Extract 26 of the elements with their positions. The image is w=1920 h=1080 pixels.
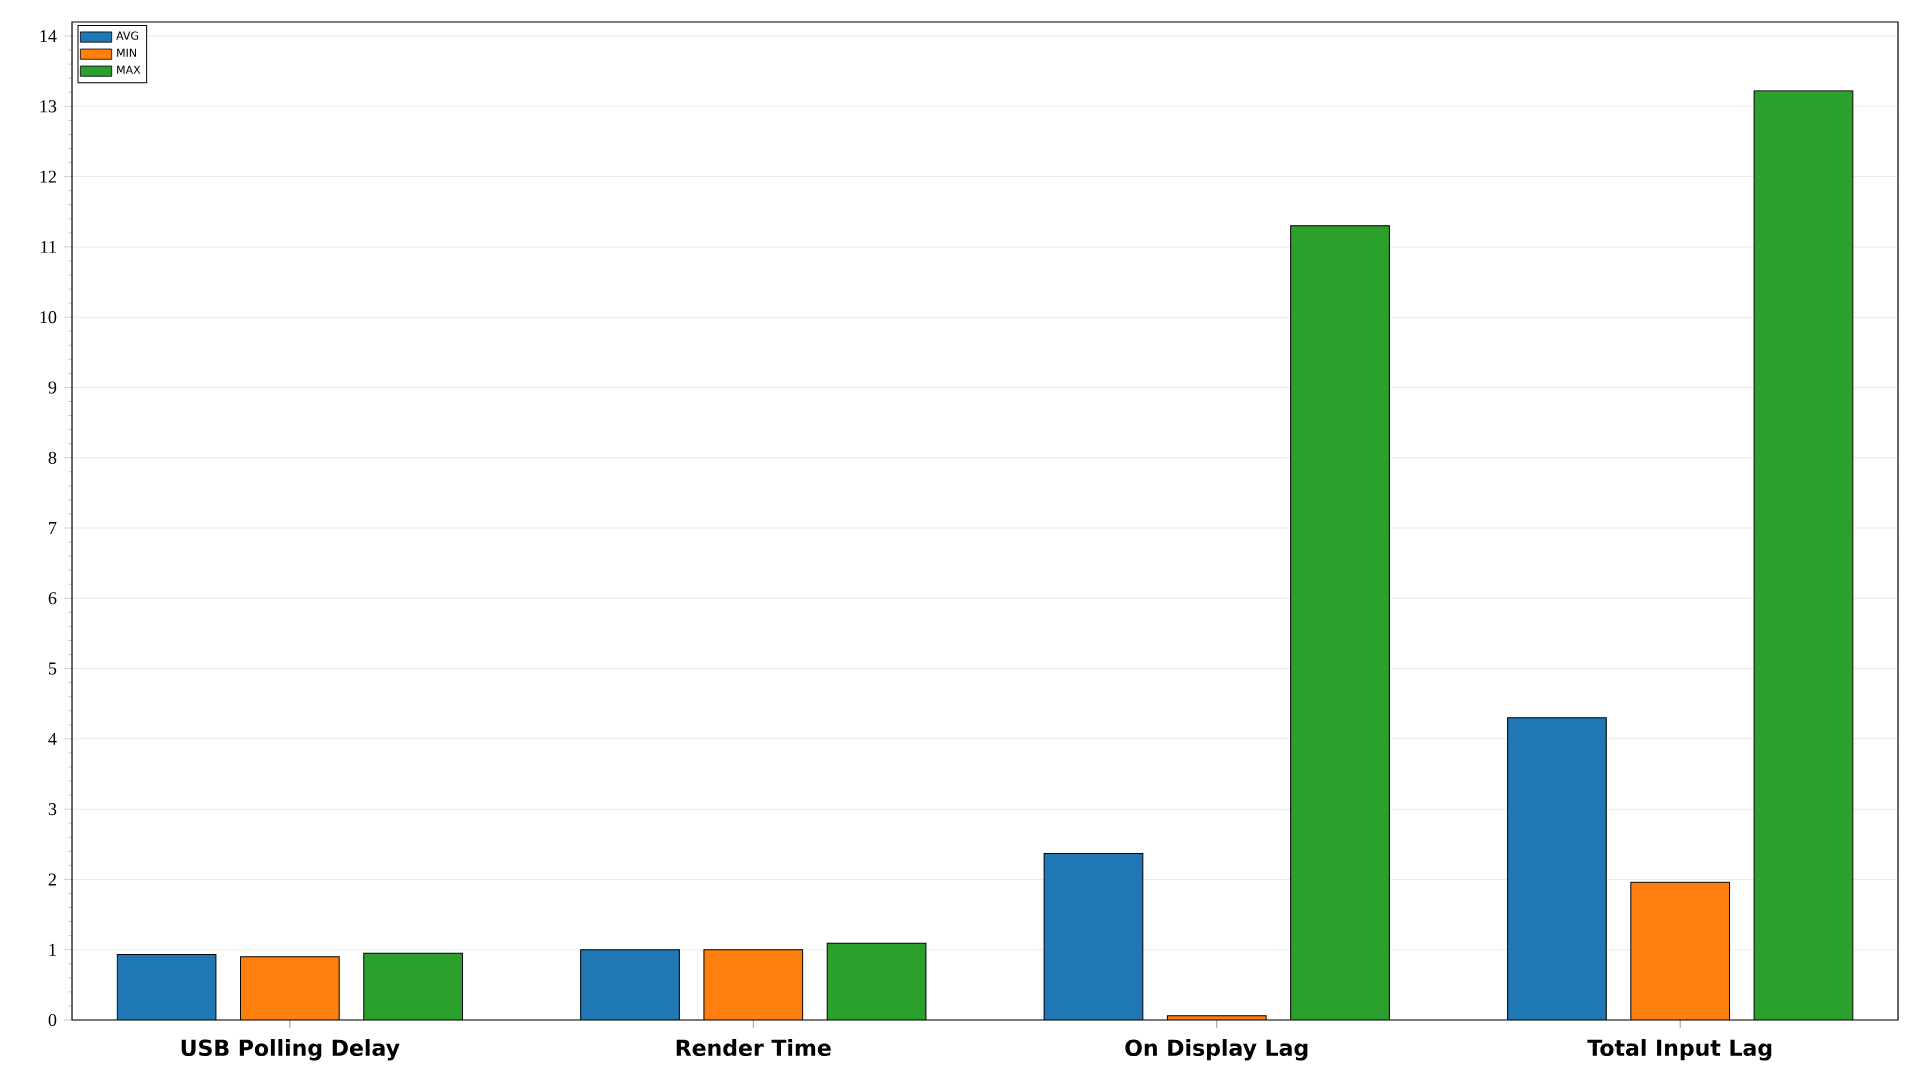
bar	[1290, 225, 1390, 1020]
y-tick-label: 9	[48, 381, 57, 394]
x-tick-label: USB Polling Delay	[181, 1039, 400, 1061]
y-tick-label: 13	[40, 100, 57, 113]
y-tick-label: 7	[49, 522, 57, 534]
y-tick-label: 5	[48, 662, 57, 675]
y-tick-label: 3	[48, 803, 57, 816]
y-tick-label: 12	[40, 170, 56, 183]
y-tick-label: 11	[41, 240, 56, 253]
legend-label: AVG	[116, 31, 139, 40]
x-tick-label: On Display Lag	[1125, 1039, 1308, 1061]
y-tick-label: 2	[48, 873, 56, 886]
y-tick-label: 1	[49, 943, 56, 956]
y-tick-label: 8	[48, 451, 57, 464]
x-tick-label: Total Input Lag	[1587, 1039, 1772, 1061]
bar	[826, 942, 927, 1020]
bar	[363, 952, 463, 1020]
y-tick-label: 6	[48, 592, 57, 605]
y-tick-label: 14	[40, 30, 57, 42]
legend-label: MAX	[117, 65, 141, 74]
bar	[1753, 90, 1854, 1020]
legend-label: MIN	[117, 48, 136, 57]
x-tick-label: Render Time	[676, 1039, 831, 1057]
y-tick-label: 0	[48, 1013, 57, 1027]
y-tick-label: 10	[40, 311, 57, 324]
y-tick-label: 4	[48, 732, 57, 745]
